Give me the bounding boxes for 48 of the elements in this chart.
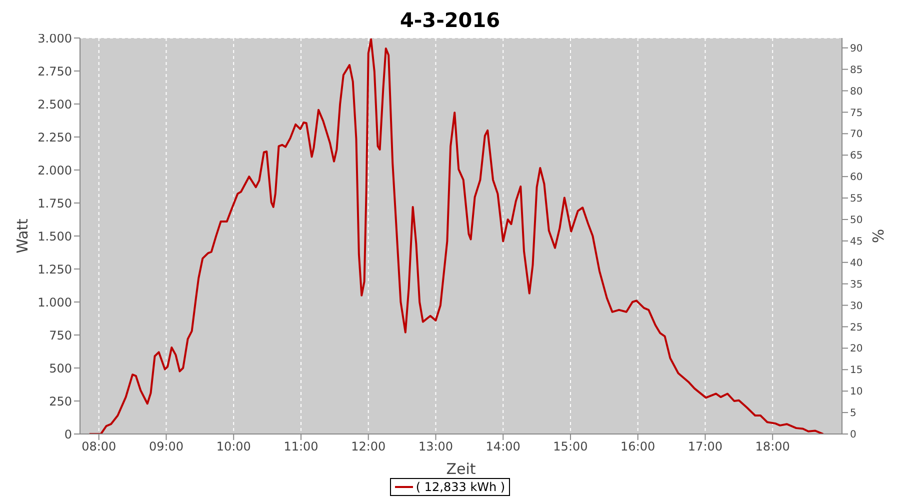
y2-tick-label: 35	[850, 279, 863, 290]
y-tick-label: 500	[49, 361, 72, 376]
x-axis-title: Zeit	[446, 460, 476, 478]
y-tick-label: 2.250	[38, 130, 72, 144]
legend-label: ( 12,833 kWh )	[416, 480, 506, 494]
y-tick-label: 1.750	[38, 196, 72, 210]
y2-tick-label: 20	[850, 344, 863, 355]
y-tick-label: 250	[49, 394, 72, 408]
y2-tick-label: 60	[850, 172, 863, 184]
x-tick-label: 14:00	[486, 440, 520, 454]
y2-tick-label: 50	[850, 215, 863, 226]
y2-tick-label: 30	[850, 300, 863, 312]
y2-tick-label: 40	[850, 258, 863, 269]
y2-axis-title: %	[869, 228, 888, 244]
x-tick-label: 11:00	[284, 440, 318, 454]
y2-tick-label: 15	[850, 365, 863, 376]
x-tick-label: 16:00	[620, 440, 656, 454]
x-tick-label: 09:00	[148, 440, 184, 454]
y-tick-label: 1.000	[38, 295, 72, 310]
y2-tick-label: 5	[850, 408, 856, 420]
x-tick-label: 12:00	[351, 440, 386, 454]
y-tick-label: 2.750	[38, 64, 72, 78]
x-tick-label: 18:00	[755, 440, 790, 454]
line-series	[88, 38, 824, 434]
y-axis-title: Watt	[13, 218, 32, 254]
y2-tick-label: 55	[850, 194, 863, 205]
y-tick-label: 2.500	[38, 97, 72, 112]
y2-tick-label: 80	[850, 86, 863, 98]
y2-tick-label: 0	[850, 430, 856, 441]
y-tick-label: 0	[64, 427, 72, 442]
y2-tick-label: 85	[850, 64, 863, 76]
y-tick-label: 1.500	[38, 229, 72, 244]
chart-title: 4-3-2016	[400, 8, 500, 32]
x-tick-label: 17:00	[688, 440, 723, 454]
x-tick-label: 15:00	[553, 440, 588, 454]
x-tick-label: 13:00	[418, 440, 454, 454]
y2-tick-label: 25	[850, 322, 863, 334]
y-tick-label: 2.000	[38, 163, 72, 178]
y-tick-label: 750	[49, 328, 72, 342]
y2-tick-label: 90	[850, 43, 863, 54]
y2-tick-label: 45	[850, 236, 863, 248]
y2-tick-label: 65	[850, 150, 863, 162]
y2-tick-label: 10	[850, 386, 863, 398]
y2-tick-label: 75	[850, 108, 863, 119]
y-tick-label: 1.250	[38, 262, 72, 276]
x-tick-label: 08:00	[82, 440, 116, 454]
y2-tick-label: 70	[850, 129, 863, 140]
x-tick-label: 10:00	[216, 440, 251, 454]
